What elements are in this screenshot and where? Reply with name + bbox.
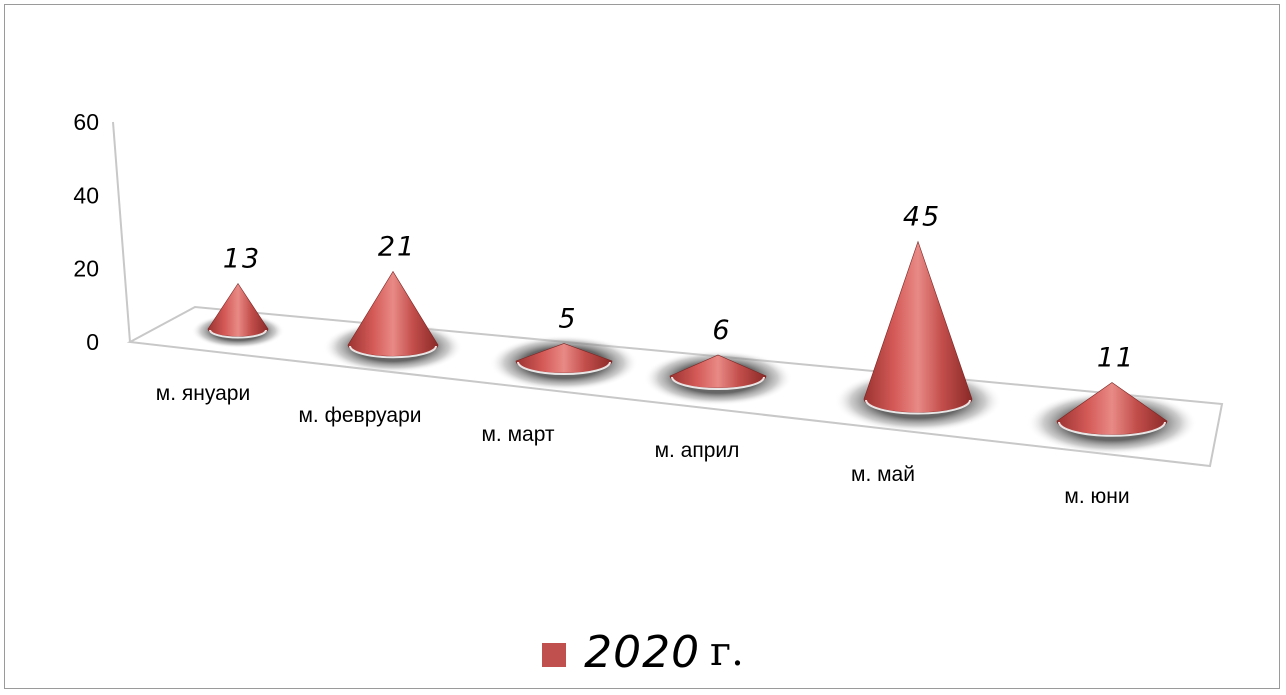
cone-base-highlight: [1058, 421, 1166, 437]
cone-base-highlight: [865, 399, 971, 415]
y-tick-label: 60: [73, 109, 99, 135]
y-axis-line: [112, 121, 131, 343]
y-tick-label: 20: [73, 256, 99, 282]
legend-series-number: 2020: [584, 626, 701, 678]
legend-swatch: [542, 643, 567, 667]
cone-bar: [347, 270, 439, 357]
legend: 2020 г.: [0, 622, 1286, 682]
chart-frame: [4, 4, 1280, 689]
cone-base-highlight: [209, 329, 267, 339]
x-tick-label: м. март: [481, 423, 554, 446]
y-tick-label: 40: [73, 182, 99, 208]
x-tick-label: м. февруари: [298, 404, 421, 427]
x-tick-label: м. януари: [156, 382, 250, 405]
floor-plane: [126, 305, 1224, 468]
x-tick-label: м. април: [655, 439, 740, 462]
cone-base-highlight: [671, 376, 765, 390]
data-label: 5: [558, 304, 577, 335]
data-label: 21: [378, 232, 416, 263]
data-label: 11: [1097, 343, 1135, 374]
x-tick-label: м. май: [851, 463, 915, 486]
data-label: 45: [903, 202, 941, 233]
data-label: 13: [223, 244, 261, 275]
marks-layer: 13 м. януари 21 м. февруари 5 м. март 6 м. апри…: [156, 202, 1198, 508]
x-tick-label: м. юни: [1064, 485, 1129, 508]
cone-base-highlight: [349, 345, 437, 359]
cone-base-highlight: [517, 361, 611, 375]
data-label: 6: [712, 315, 731, 346]
axes-layer: 0 20 40 60: [73, 109, 1224, 468]
cone-bar: [863, 240, 973, 413]
y-tick-label: 0: [86, 329, 99, 355]
legend-series-unit: г.: [710, 629, 744, 675]
